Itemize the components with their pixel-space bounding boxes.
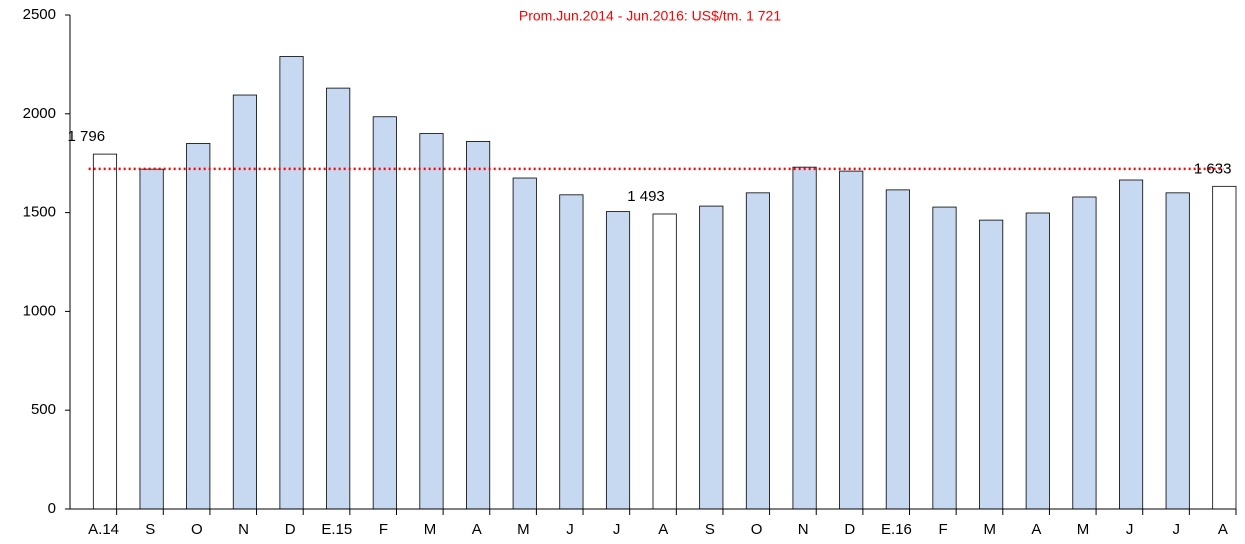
bar (419, 133, 444, 510)
y-tick-label: 1500 (23, 204, 56, 221)
y-tick-label: 0 (48, 500, 56, 517)
x-tick-label: J (566, 521, 574, 538)
x-tick-label: O (191, 521, 203, 538)
bar (279, 56, 304, 510)
x-tick-label: D (285, 521, 296, 538)
x-tick-label: E.16 (881, 521, 912, 538)
bar (979, 219, 1004, 510)
x-tick-label: O (751, 521, 763, 538)
x-tick-label: S (705, 521, 715, 538)
bar (1119, 179, 1144, 510)
bar (652, 213, 677, 510)
bar (326, 87, 351, 510)
bar (885, 189, 910, 510)
x-tick-label: A.14 (88, 521, 119, 538)
bar (92, 153, 118, 510)
data-label: 1 633 (1194, 160, 1232, 177)
bar (1072, 196, 1097, 510)
bar (699, 205, 724, 510)
x-tick-label: M (983, 521, 996, 538)
y-tick-label: 2000 (23, 105, 56, 122)
bar (232, 94, 257, 510)
bar (1212, 185, 1237, 510)
bar (605, 211, 631, 510)
x-tick-label: F (379, 521, 388, 538)
y-tick-label: 2500 (23, 6, 56, 23)
x-tick-label: E.15 (321, 521, 352, 538)
x-tick-label: N (798, 521, 809, 538)
bar (792, 166, 817, 510)
x-tick-label: M (424, 521, 437, 538)
y-tick-label: 500 (31, 401, 56, 418)
data-label: 1 493 (627, 188, 665, 205)
bar (1025, 212, 1050, 510)
x-tick-label: J (1126, 521, 1134, 538)
bar (466, 141, 491, 510)
chart-subtitle: Prom.Jun.2014 - Jun.2016: US$/tm. 1 721 (519, 8, 781, 24)
x-tick-label: A (472, 521, 482, 538)
bar (1165, 192, 1190, 510)
x-tick-label: A (658, 521, 668, 538)
bar (839, 170, 864, 510)
bar (512, 177, 537, 510)
y-tick-label: 1000 (23, 302, 56, 319)
data-label: 1 796 (68, 128, 106, 145)
bar (559, 194, 584, 510)
bar (932, 206, 957, 510)
x-tick-label: M (1077, 521, 1090, 538)
x-tick-label: A (1218, 521, 1228, 538)
bar (139, 168, 164, 510)
x-tick-label: S (145, 521, 155, 538)
bar (186, 143, 211, 510)
x-tick-label: D (844, 521, 855, 538)
x-tick-label: M (517, 521, 530, 538)
x-tick-label: J (613, 521, 621, 538)
bar (745, 192, 771, 510)
bar (372, 116, 397, 510)
x-tick-label: F (939, 521, 948, 538)
x-tick-label: A (1031, 521, 1041, 538)
x-tick-label: N (238, 521, 249, 538)
x-tick-label: J (1173, 521, 1181, 538)
